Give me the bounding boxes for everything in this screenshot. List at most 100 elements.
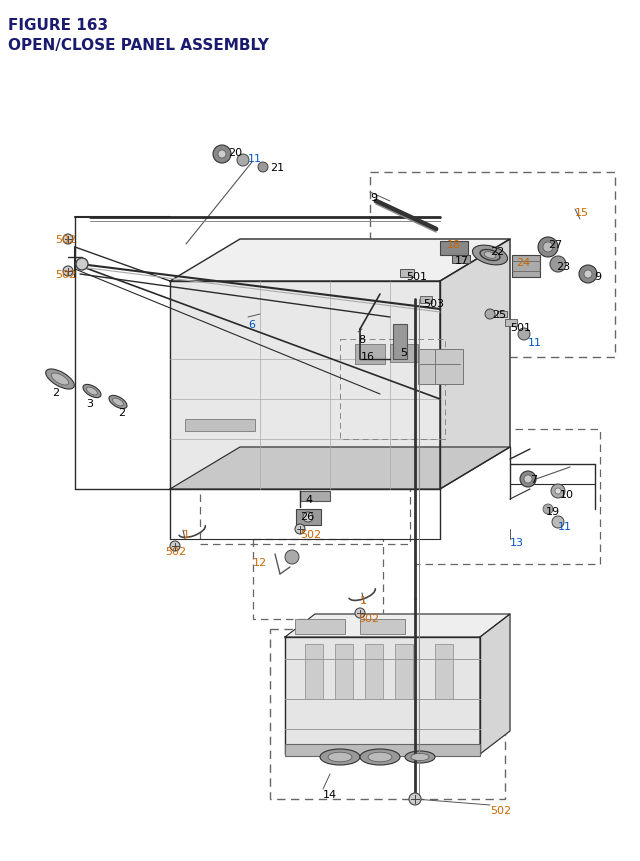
Bar [420,297,432,304]
Ellipse shape [109,396,127,409]
Text: 14: 14 [323,789,337,799]
Text: 502: 502 [165,547,186,556]
Circle shape [170,542,180,551]
Circle shape [285,550,299,564]
Circle shape [237,155,249,167]
Text: 1: 1 [360,595,367,605]
Polygon shape [480,614,510,754]
Text: 2: 2 [118,407,125,418]
Text: 503: 503 [423,299,444,308]
Bar [296,510,321,525]
Bar [512,256,540,278]
Ellipse shape [51,374,68,386]
Circle shape [584,270,592,279]
Text: 502: 502 [490,805,511,815]
Text: 16: 16 [361,351,375,362]
Text: 20: 20 [228,148,242,158]
Bar [400,269,414,278]
Text: 6: 6 [248,319,255,330]
Polygon shape [170,239,510,282]
Bar [440,242,468,256]
Ellipse shape [320,749,360,765]
Circle shape [409,793,421,805]
Polygon shape [170,448,510,489]
Ellipse shape [360,749,400,765]
Text: 13: 13 [510,537,524,548]
Bar [452,256,470,263]
Text: FIGURE 163: FIGURE 163 [8,18,108,33]
Ellipse shape [479,250,500,262]
Text: 5: 5 [400,348,407,357]
Circle shape [550,257,566,273]
Text: 3: 3 [86,399,93,408]
Bar [393,325,407,360]
Circle shape [524,475,532,483]
Ellipse shape [405,751,435,763]
Ellipse shape [368,753,392,762]
Circle shape [552,517,564,529]
Text: 502: 502 [55,269,76,280]
Text: 19: 19 [546,506,560,517]
Text: 501: 501 [510,323,531,332]
Text: 502: 502 [358,613,379,623]
Text: 8: 8 [358,335,365,344]
Bar [360,619,405,635]
Ellipse shape [328,753,352,762]
Circle shape [543,505,553,514]
Circle shape [63,235,73,245]
Circle shape [551,485,565,499]
Text: 25: 25 [492,310,506,319]
Ellipse shape [411,753,429,761]
Circle shape [355,608,365,618]
Text: 11: 11 [558,522,572,531]
Text: 15: 15 [575,208,589,218]
Circle shape [543,243,553,253]
Text: 17: 17 [455,256,469,266]
Circle shape [520,472,536,487]
Polygon shape [285,614,510,637]
Circle shape [258,163,268,173]
Circle shape [76,258,88,270]
Text: 4: 4 [305,494,312,505]
Bar [395,644,413,699]
Bar [335,644,353,699]
Bar [300,492,330,501]
Circle shape [555,488,561,494]
Ellipse shape [480,251,500,261]
Polygon shape [170,282,440,489]
Ellipse shape [83,385,101,398]
Bar [390,344,418,362]
Text: 24: 24 [516,257,531,268]
Ellipse shape [484,252,496,259]
Polygon shape [285,637,480,754]
Text: 11: 11 [248,154,262,164]
Bar [497,312,507,318]
Text: 11: 11 [528,338,542,348]
Circle shape [213,146,231,164]
Text: 1: 1 [183,530,190,539]
Bar [355,344,385,364]
Circle shape [485,310,495,319]
Text: 502: 502 [300,530,321,539]
Text: OPEN/CLOSE PANEL ASSEMBLY: OPEN/CLOSE PANEL ASSEMBLY [8,38,269,53]
Bar [185,419,255,431]
Circle shape [295,524,305,535]
Ellipse shape [45,369,74,389]
Text: 12: 12 [253,557,267,567]
Text: 18: 18 [447,239,461,250]
Circle shape [518,329,530,341]
Text: 9: 9 [594,272,601,282]
Text: 23: 23 [556,262,570,272]
Circle shape [538,238,558,257]
Bar [505,319,517,326]
Text: 501: 501 [406,272,427,282]
Bar [435,644,453,699]
Ellipse shape [113,399,124,406]
Text: 10: 10 [560,489,574,499]
Bar [418,350,463,385]
Text: 7: 7 [530,474,537,485]
Bar [365,644,383,699]
Text: 2: 2 [52,387,59,398]
Text: 9: 9 [370,193,377,202]
Text: 22: 22 [490,247,504,257]
